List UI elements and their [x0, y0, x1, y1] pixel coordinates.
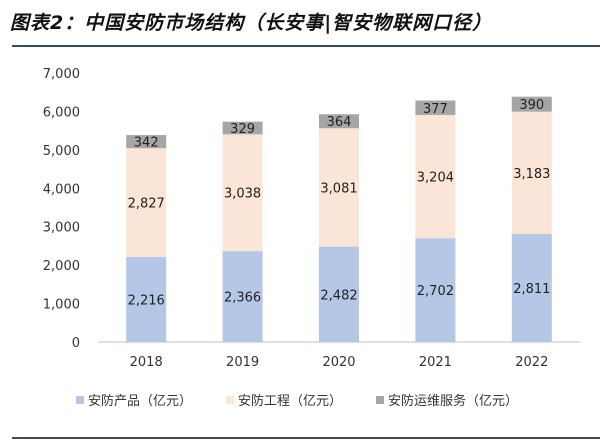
bar-segment — [222, 251, 263, 342]
data-label: 2,366 — [224, 291, 261, 306]
legend-swatch — [226, 395, 235, 404]
data-label: 2,482 — [320, 288, 357, 303]
x-tick-label: 2022 — [515, 355, 548, 370]
y-tick-label: 1,000 — [43, 298, 80, 313]
x-tick-label: 2019 — [226, 355, 259, 370]
bar-segment — [222, 121, 263, 135]
y-tick-label: 4,000 — [43, 182, 80, 197]
bar-segment — [222, 134, 263, 252]
data-label: 329 — [230, 122, 255, 137]
chart-title: 图表2：中国安防市场结构（长安事|智安物联网口径） — [10, 12, 493, 34]
data-label: 3,081 — [320, 181, 357, 196]
legend-item-product: 安防产品（亿元） — [76, 390, 192, 409]
bar-segment — [126, 135, 167, 149]
data-label: 2,827 — [128, 197, 165, 212]
legend: 安防产品（亿元） 安防工程（亿元） 安防运维服务（亿元） — [76, 390, 518, 409]
bar-segment — [126, 256, 167, 342]
x-tick-label: 2020 — [322, 355, 355, 370]
title-divider — [12, 45, 600, 47]
bar-segment — [415, 100, 456, 116]
x-tick-label: 2018 — [130, 355, 163, 370]
legend-label: 安防运维服务（亿元） — [388, 394, 519, 409]
bar-segment — [126, 148, 167, 257]
bar-segment — [319, 246, 359, 342]
legend-label: 安防产品（亿元） — [88, 394, 193, 409]
bar-segment — [511, 96, 552, 112]
legend-swatch — [76, 395, 84, 404]
bar-segment — [415, 115, 456, 239]
data-label: 3,038 — [224, 187, 261, 202]
data-label: 342 — [134, 136, 159, 151]
bar-segment — [511, 233, 552, 342]
data-label: 377 — [423, 102, 448, 117]
bottom-divider — [12, 437, 600, 439]
data-label: 390 — [519, 98, 544, 113]
y-tick-label: 7,000 — [43, 67, 80, 82]
x-tick-label: 2021 — [419, 355, 452, 370]
y-tick-label: 0 — [72, 336, 80, 351]
data-label: 364 — [327, 115, 352, 130]
data-label: 2,702 — [417, 284, 454, 299]
bar-segment — [319, 128, 359, 247]
data-label: 3,183 — [513, 167, 550, 182]
legend-label: 安防工程（亿元） — [238, 394, 343, 409]
y-tick-label: 5,000 — [43, 144, 80, 159]
bar-segment — [319, 114, 359, 129]
y-tick-label: 3,000 — [43, 221, 80, 236]
y-tick-label: 6,000 — [43, 105, 80, 120]
legend-item-engineering: 安防工程（亿元） — [226, 390, 342, 409]
bar-segment — [415, 238, 456, 342]
legend-item-service: 安防运维服务（亿元） — [376, 390, 518, 409]
data-label: 3,204 — [417, 171, 454, 186]
y-tick-label: 2,000 — [43, 259, 80, 274]
data-label: 2,216 — [128, 293, 165, 308]
legend-swatch — [376, 395, 385, 404]
bar-segment — [511, 111, 552, 234]
data-label: 2,811 — [513, 282, 550, 297]
